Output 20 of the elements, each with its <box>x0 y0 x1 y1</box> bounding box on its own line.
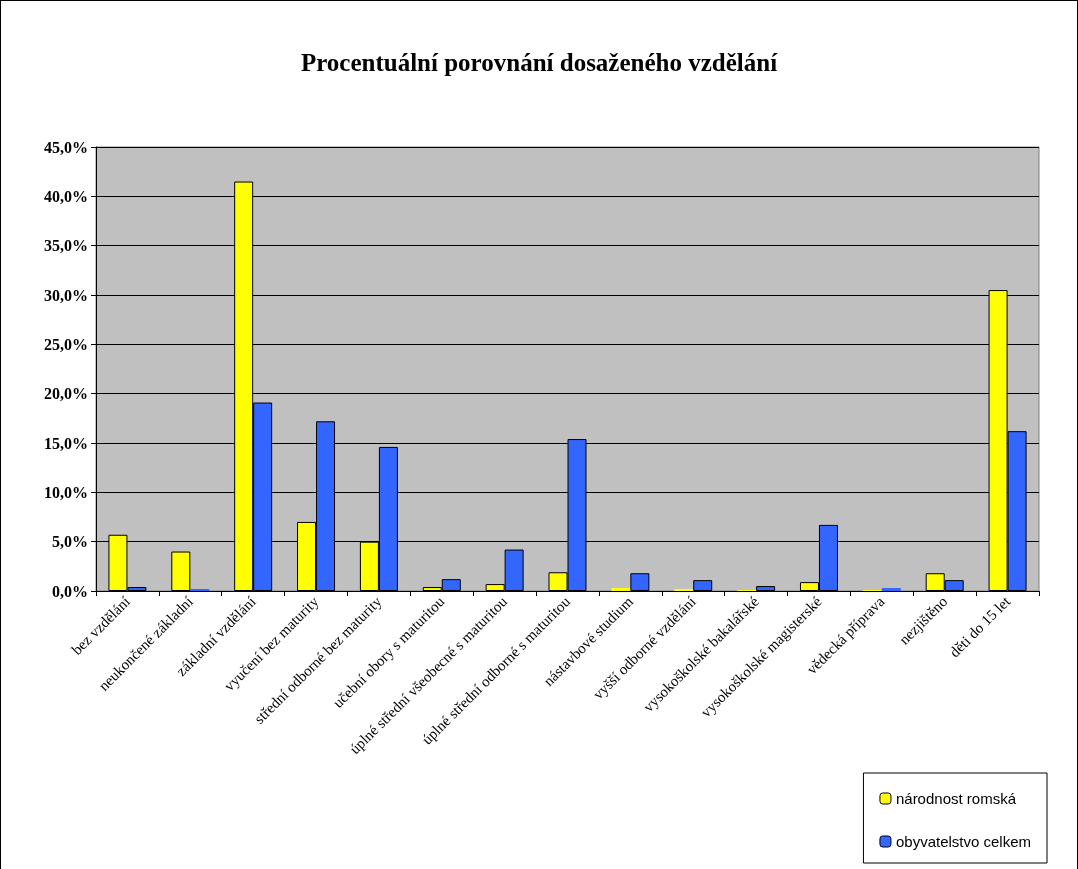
chart-title: Procentuální porovnání dosaženého vzdělání <box>300 49 779 76</box>
bar <box>611 588 631 591</box>
y-tick-label: 30,0% <box>44 286 88 304</box>
bar <box>881 588 901 591</box>
legend-label: národnost romská <box>895 790 1017 807</box>
y-tick-label: 40,0% <box>44 187 88 205</box>
bar <box>171 551 191 591</box>
y-tick-label: 15,0% <box>44 434 88 452</box>
y-tick-label: 0,0% <box>52 582 88 600</box>
bar <box>630 573 650 591</box>
y-tick-label: 10,0% <box>44 483 88 501</box>
x-tick-label: děti do 15 let <box>946 592 1014 661</box>
y-tick-label: 45,0% <box>44 138 88 156</box>
y-tick-label: 35,0% <box>44 237 88 255</box>
y-tick-label: 5,0% <box>52 533 88 551</box>
bar <box>756 586 776 591</box>
y-tick-label: 25,0% <box>44 335 88 353</box>
y-tick-label: 20,0% <box>44 385 88 403</box>
bar <box>693 580 713 591</box>
legend-label: obyvatelstvo celkem <box>895 833 1031 850</box>
